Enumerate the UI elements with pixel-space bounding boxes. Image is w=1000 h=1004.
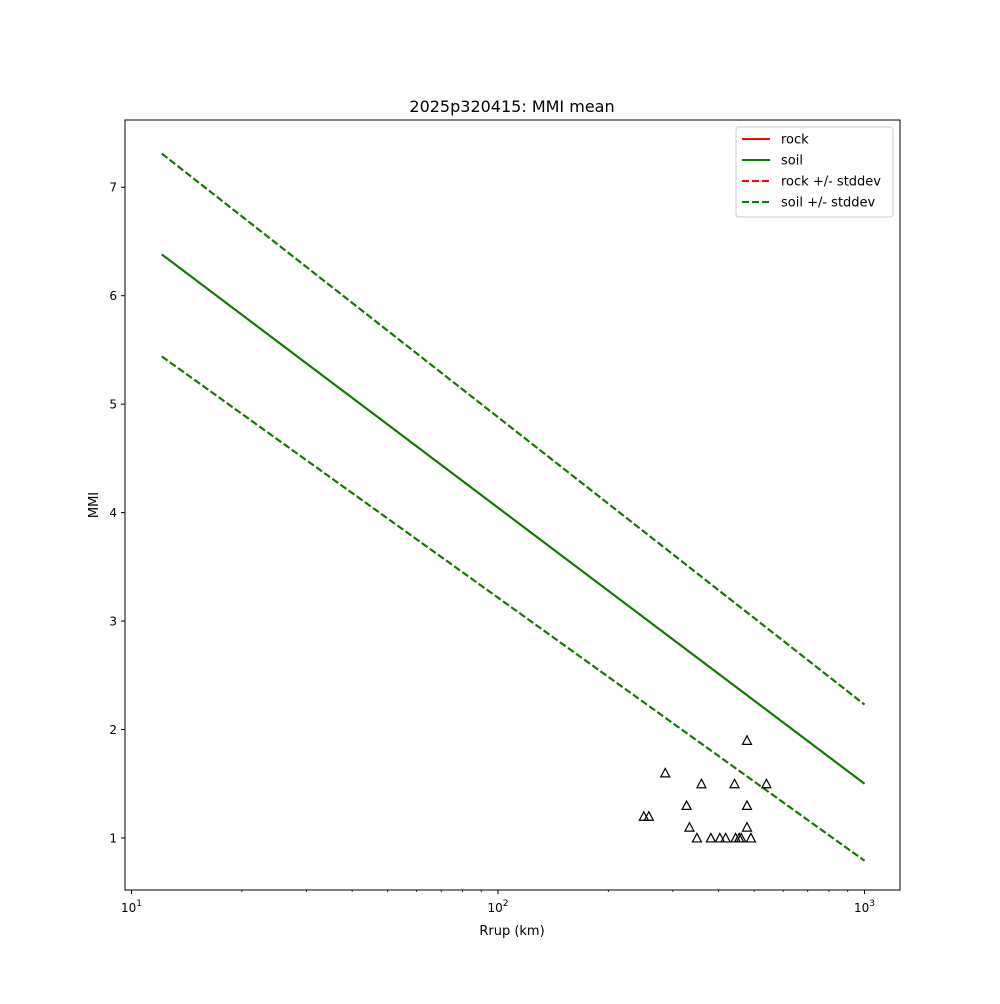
observation-point (705, 832, 717, 843)
series-soil-stddev-upper-line (161, 152, 866, 706)
observation-point (695, 777, 707, 789)
y-axis: 1 2 3 4 5 6 7 (109, 181, 125, 845)
observation-point (741, 799, 753, 811)
y-tick-label: 2 (109, 723, 117, 737)
observation-point (714, 832, 726, 843)
y-tick-label: 4 (109, 506, 117, 520)
y-tick-label: 1 (109, 831, 117, 845)
x-axis: 101 102 103 (121, 890, 875, 915)
observation-point (720, 832, 732, 843)
observation-point (659, 767, 671, 778)
observation-point (729, 777, 741, 789)
y-tick-label: 5 (109, 398, 117, 412)
legend-label: soil +/- stddev (781, 196, 876, 211)
series-soil-line (161, 253, 866, 785)
plot-area (161, 152, 866, 862)
legend: rock soil rock +/- stddev soil +/- stddev (735, 126, 894, 218)
observation-point (681, 799, 693, 811)
legend-label: soil (781, 154, 803, 169)
plot-frame (124, 119, 901, 891)
observation-point (643, 810, 655, 821)
observation-point (683, 821, 695, 832)
legend-box (735, 126, 894, 218)
y-tick-label: 7 (109, 181, 117, 195)
legend-label: rock +/- stddev (781, 175, 881, 190)
observation-point (741, 734, 753, 745)
observation-point (760, 777, 772, 789)
observation-point (745, 832, 757, 843)
observation-point (691, 832, 703, 843)
y-tick-label: 3 (109, 615, 117, 629)
chart-title: 2025p320415: MMI mean (409, 97, 614, 116)
x-axis-label: Rrup (km) (479, 924, 544, 939)
legend-label: rock (781, 133, 809, 148)
observation-point (735, 832, 747, 843)
y-axis-label: MMI (87, 492, 102, 518)
y-tick-label: 6 (109, 289, 117, 303)
series-soil-stddev-lower-line (161, 355, 866, 862)
observation-point (741, 821, 753, 832)
